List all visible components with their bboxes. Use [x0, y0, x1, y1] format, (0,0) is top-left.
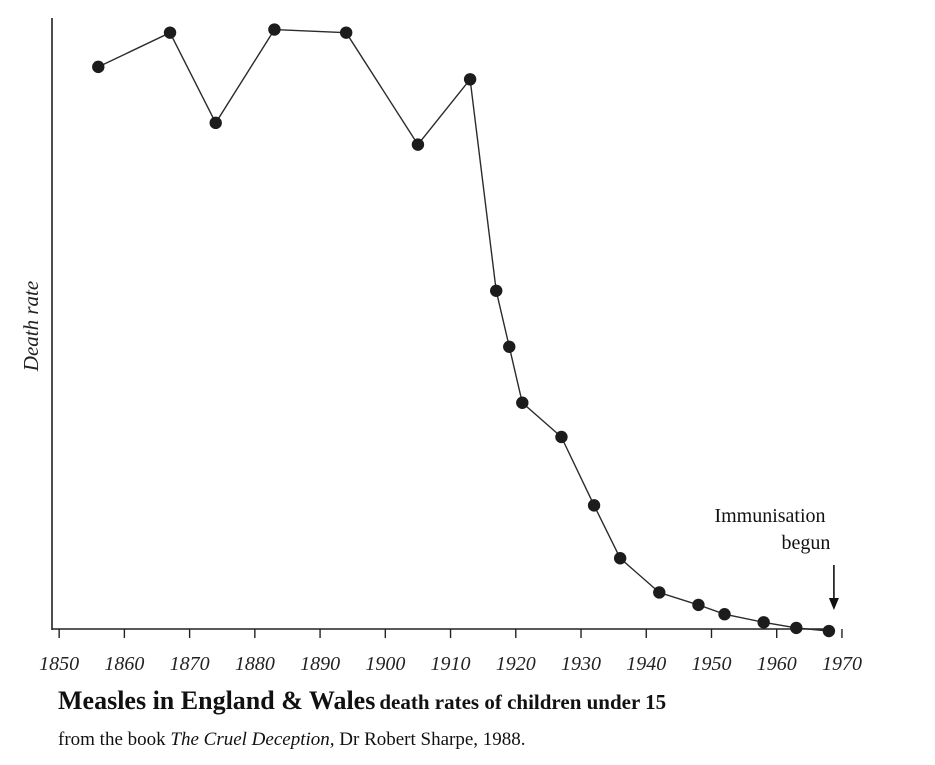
- data-point-1894: [339, 26, 353, 39]
- data-point-1883: [268, 23, 281, 36]
- data-point-1942: [653, 586, 666, 599]
- data-point-1927: [555, 430, 568, 444]
- source-book-title: The Cruel Deception,: [170, 729, 335, 750]
- x-tick-label-1940: 1940: [626, 653, 666, 675]
- data-point-1968: [822, 624, 836, 638]
- annotation-line-2: begun: [782, 532, 831, 554]
- source-prefix: from the book: [58, 729, 171, 750]
- x-ticks: [58, 629, 843, 638]
- caption-source: from the book The Cruel Deception, Dr Ro…: [58, 729, 526, 751]
- data-point-1958: [757, 616, 770, 629]
- x-tick-label-1970: 1970: [822, 653, 862, 675]
- x-tick-label-1900: 1900: [365, 653, 405, 675]
- immunisation-annotation: Immunisation begun: [714, 505, 839, 610]
- data-point-1936: [613, 552, 627, 565]
- caption-title: Measles in England & Wales death rates o…: [58, 686, 666, 716]
- x-tick-label-1950: 1950: [691, 653, 731, 675]
- x-tick-label-1920: 1920: [496, 653, 536, 675]
- data-point-1921: [516, 396, 529, 409]
- x-tick-label-1910: 1910: [431, 653, 471, 675]
- data-point-1913: [463, 73, 477, 86]
- source-suffix: Dr Robert Sharpe, 1988.: [334, 729, 526, 750]
- x-tick-label-1930: 1930: [561, 653, 601, 675]
- data-point-1905: [411, 138, 425, 151]
- x-tick-label-1890: 1890: [300, 653, 340, 675]
- data-point-1963: [790, 621, 803, 635]
- data-point-1919: [503, 340, 516, 353]
- plot-area: [92, 23, 836, 638]
- chart-axes: [51, 18, 834, 630]
- x-tick-label-1880: 1880: [235, 653, 275, 675]
- x-tick-label-1860: 1860: [104, 653, 144, 675]
- y-axis-label: Death rate: [19, 281, 43, 372]
- data-point-1917: [490, 284, 503, 297]
- x-tick-labels: 1850 1860 1870 1880 1890 1900 1910 1920 1930 1940…: [39, 653, 862, 675]
- data-point-1874: [209, 116, 222, 130]
- data-point-1856: [92, 60, 105, 74]
- data-point-1952: [718, 608, 731, 621]
- annotation-arrow-head: [828, 598, 839, 610]
- annotation-line-1: Immunisation: [714, 505, 825, 527]
- data-point-1948: [692, 598, 705, 612]
- series-line: [97, 28, 829, 632]
- chart-subtitle: death rates of children under 15: [379, 690, 667, 714]
- x-tick-label-1850: 1850: [39, 653, 79, 675]
- chart-title: Measles in England & Wales: [58, 686, 376, 715]
- x-tick-label-1960: 1960: [757, 653, 797, 675]
- data-point-1867: [163, 26, 177, 39]
- data-point-1932: [587, 499, 601, 512]
- x-tick-label-1870: 1870: [170, 653, 210, 675]
